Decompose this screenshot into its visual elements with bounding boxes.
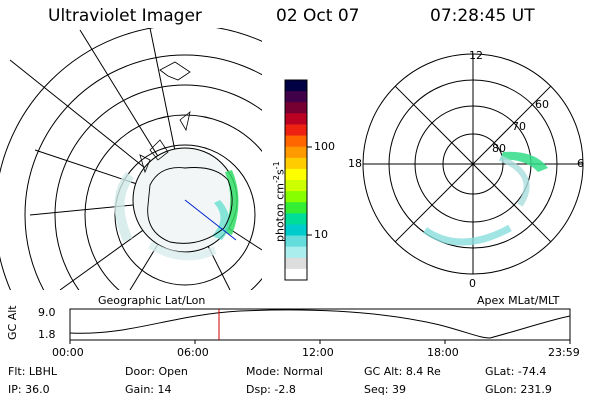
colorbar-band	[285, 135, 307, 148]
timeline-xtick-3: 18:00	[427, 346, 459, 359]
colorbar-band	[285, 235, 307, 248]
timeline-xtick-0: 00:00	[52, 346, 84, 359]
colorbar-band	[285, 102, 307, 114]
colorbar-band	[285, 113, 307, 125]
unit-exp-2: -1	[272, 161, 281, 170]
timeline-ytick-low: 1.8	[38, 328, 56, 341]
status-gc-alt: GC Alt: 8.4 Re	[364, 365, 441, 378]
mlt-label-12: 12	[469, 49, 483, 62]
unit-exp-1: -2	[272, 175, 281, 184]
colorbar-band	[285, 202, 307, 214]
apex-caption: Apex MLat/MLT	[477, 294, 560, 307]
timeline-ytick-high: 9.0	[38, 306, 56, 319]
colorbar-band	[285, 191, 307, 203]
unit-text: photon cm	[273, 183, 287, 242]
geographic-caption: Geographic Lat/Lon	[98, 294, 206, 307]
status-glon: GLon: 231.9	[485, 383, 552, 396]
status-seq: Seq: 39	[364, 383, 406, 396]
instrument-title: Ultraviolet Imager	[48, 6, 202, 26]
mlt-label-6: 6	[577, 157, 584, 170]
colorbar-unit-label: photon cm-2s-1	[272, 161, 287, 242]
timeline-axis-title: GC Alt	[6, 305, 19, 340]
status-glat: GLat: -74.4	[485, 365, 547, 378]
timeline-xtick-2: 12:00	[302, 346, 334, 359]
colorbar-band	[285, 257, 307, 270]
colorbar-band	[285, 180, 307, 192]
colorbar-band	[285, 168, 307, 181]
status-dsp: Dsp: -2.8	[246, 383, 296, 396]
status-ip: IP: 36.0	[8, 383, 50, 396]
status-mode: Mode: Normal	[246, 365, 323, 378]
time-label: 07:28:45 UT	[430, 6, 535, 26]
lat-label-60: 60	[535, 98, 549, 111]
status-door: Door: Open	[125, 365, 188, 378]
date-label: 02 Oct 07	[276, 6, 360, 26]
colorbar-band	[285, 157, 307, 170]
lat-label-80: 80	[492, 142, 506, 155]
colorbar-tick-100: 100	[314, 140, 335, 153]
unit-s: s	[273, 169, 287, 176]
mlt-label-18: 18	[348, 157, 362, 170]
colorbar-band	[285, 80, 307, 92]
colorbar-tick-10: 10	[314, 228, 328, 241]
lat-label-70: 70	[512, 120, 526, 133]
colorbar-band	[285, 213, 307, 225]
colorbar-band	[285, 91, 307, 103]
colorbar-band	[285, 246, 307, 259]
timeline-xtick-4: 23:59	[548, 346, 580, 359]
colorbar-band	[285, 268, 307, 281]
colorbar-band	[285, 146, 307, 159]
colorbar-band	[285, 224, 307, 237]
timeline-xtick-1: 06:00	[177, 346, 209, 359]
mlt-label-0: 0	[469, 277, 476, 290]
status-gain: Gain: 14	[125, 383, 172, 396]
colorbar-band	[285, 124, 307, 137]
status-flt: Flt: LBHL	[8, 365, 57, 378]
